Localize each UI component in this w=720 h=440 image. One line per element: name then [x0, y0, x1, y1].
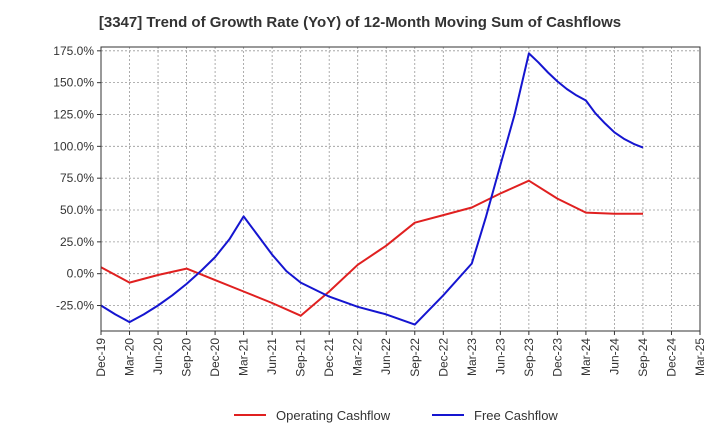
x-tick-label: Dec-20 — [208, 338, 222, 377]
x-tick-label: Mar-21 — [237, 338, 251, 376]
plot-area-frame — [100, 46, 701, 332]
legend: Operating Cashflow Free Cashflow — [234, 408, 558, 423]
x-tick-label: Mar-25 — [693, 338, 707, 376]
y-tick-label: 100.0% — [53, 139, 94, 153]
chart-title: [3347] Trend of Growth Rate (YoY) of 12-… — [98, 14, 622, 31]
y-tick-label: -25.0% — [56, 299, 94, 313]
y-tick-label: 125.0% — [53, 107, 94, 121]
y-tick-label: 50.0% — [60, 203, 94, 217]
x-tick-label: Jun-23 — [493, 338, 507, 375]
x-tick-label: Mar-20 — [123, 338, 137, 376]
x-tick-label: Sep-23 — [522, 338, 536, 377]
x-tick-label: Dec-19 — [94, 338, 108, 377]
x-tick-label: Sep-20 — [180, 338, 194, 377]
x-tick-label: Mar-23 — [465, 338, 479, 376]
x-tick-label: Dec-22 — [436, 338, 450, 377]
x-tick-label: Sep-21 — [294, 338, 308, 377]
y-axis-ticks: 175.0% 150.0% 125.0% 100.0% 75.0% 50.0% 25.0% 0… — [53, 44, 101, 313]
x-tick-label: Sep-24 — [636, 338, 650, 377]
series-layer — [100, 52, 644, 326]
x-tick-label: Jun-21 — [265, 338, 279, 375]
legend-label-1: Free Cashflow — [474, 408, 558, 423]
x-tick-label: Dec-23 — [550, 338, 564, 377]
x-tick-label: Sep-22 — [408, 338, 422, 377]
legend-label-0: Operating Cashflow — [276, 408, 391, 423]
x-axis-ticks: Dec-19 Mar-20 Jun-20 Sep-20 Dec-20 Mar-21 Jun-… — [94, 331, 707, 377]
series-line-0 — [100, 179, 643, 317]
x-tick-label: Jun-24 — [607, 338, 621, 375]
x-tick-label: Mar-22 — [351, 338, 365, 376]
y-tick-label: 0.0% — [67, 267, 95, 281]
x-tick-label: Dec-21 — [322, 338, 336, 377]
series-line-1 — [100, 52, 644, 326]
y-tick-label: 150.0% — [53, 76, 94, 90]
grid-layer — [101, 47, 700, 331]
x-tick-label: Mar-24 — [579, 338, 593, 376]
y-tick-label: 175.0% — [53, 44, 94, 58]
x-tick-label: Dec-24 — [664, 338, 678, 377]
x-tick-label: Jun-20 — [151, 338, 165, 375]
y-tick-label: 75.0% — [60, 171, 94, 185]
y-tick-label: 25.0% — [60, 235, 94, 249]
x-tick-label: Jun-22 — [379, 338, 393, 375]
